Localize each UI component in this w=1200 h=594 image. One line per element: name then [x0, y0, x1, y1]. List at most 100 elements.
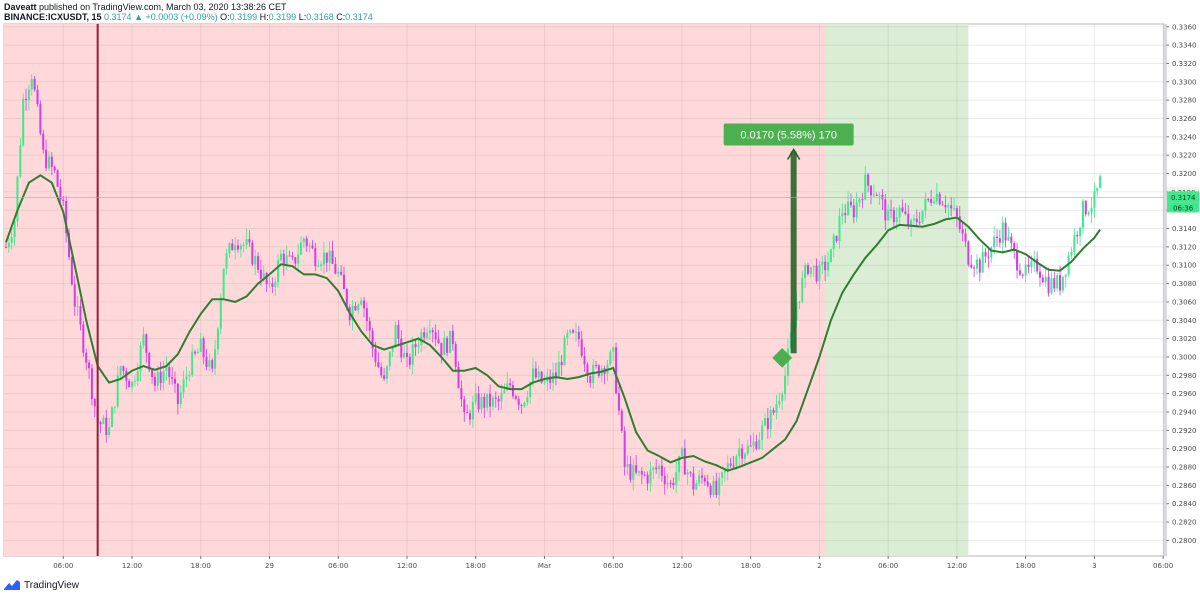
candle-body — [265, 273, 268, 285]
candle-body — [1064, 274, 1067, 277]
candle-body — [211, 360, 214, 369]
candle-body — [537, 371, 540, 378]
candle-body — [108, 427, 111, 436]
candle-body — [1079, 227, 1082, 237]
candle-body — [331, 250, 334, 264]
candle-body — [554, 372, 557, 378]
candle-body — [354, 305, 357, 311]
candle-body — [617, 393, 620, 411]
x-tick-label: 2 — [817, 562, 821, 570]
candle-body — [927, 198, 930, 200]
y-tick-label: 0.2820 — [1172, 519, 1197, 527]
candle-body — [532, 368, 535, 382]
candle-body — [454, 344, 457, 367]
candle-body — [153, 376, 156, 386]
candle-body — [254, 256, 257, 265]
candle-body — [90, 368, 93, 400]
x-tick-label: 12:00 — [947, 562, 967, 570]
candle-body — [1016, 251, 1019, 271]
candle-body — [1010, 236, 1013, 244]
measure-bar — [790, 151, 797, 354]
signal-diamond-icon — [772, 347, 793, 368]
candle-body — [523, 402, 526, 407]
x-tick-label: 06:00 — [603, 562, 623, 570]
candle-body — [847, 201, 850, 216]
candle-body — [99, 422, 102, 425]
candle-body — [832, 235, 835, 250]
candle-body — [520, 404, 523, 407]
candle-body — [214, 349, 217, 369]
candle-body — [973, 267, 976, 269]
candle-body — [428, 330, 431, 334]
candle-body — [812, 265, 815, 268]
candle-body — [53, 166, 56, 171]
candle-body — [122, 366, 125, 371]
time-axis[interactable]: 06:00 12:00 18:00 29 06:00 12:00 18:00 Mar 06:00… — [53, 556, 1200, 570]
candle-body — [262, 273, 265, 279]
candle-body — [431, 330, 434, 333]
y-tick-label: 0.3040 — [1172, 317, 1197, 325]
footer-brand[interactable]: TradingView — [4, 578, 79, 592]
candle-body — [1013, 243, 1016, 252]
symbol-name[interactable]: BINANCE:ICXUSDT, 15 — [4, 12, 102, 22]
x-tick-label: 18:00 — [191, 562, 211, 570]
candle-body — [42, 133, 45, 150]
candle-body — [738, 448, 741, 457]
candle-body — [984, 251, 987, 257]
candle-body — [872, 194, 875, 196]
candle-body — [47, 156, 50, 169]
candle-body — [342, 274, 345, 290]
price-axis[interactable]: 0.3360 0.3340 0.3320 0.3300 0.3280 0.3260 0.32… — [1165, 23, 1199, 556]
candle-body — [964, 233, 967, 242]
candle-body — [225, 253, 228, 269]
candle-body — [1090, 207, 1093, 213]
candle-body — [635, 465, 638, 473]
candle-body — [391, 347, 394, 352]
candle-body — [835, 235, 838, 242]
candle-body — [764, 418, 767, 426]
candle-body — [1007, 236, 1010, 241]
candle-body — [683, 448, 686, 475]
candle-body — [620, 410, 623, 432]
candle-body — [234, 245, 237, 251]
candle-body — [251, 242, 254, 265]
candle-body — [1038, 271, 1041, 278]
candle-body — [743, 453, 746, 459]
candle-body — [529, 381, 532, 398]
x-tick-label: 12:00 — [397, 562, 417, 570]
x-tick-label: 06:00 — [328, 562, 348, 570]
candle-body — [953, 208, 956, 210]
candle-body — [494, 397, 497, 399]
candle-body — [1047, 276, 1050, 294]
candle-body — [892, 209, 895, 222]
candle-body — [752, 441, 755, 446]
candle-body — [758, 439, 761, 450]
candle-body — [363, 300, 366, 309]
candle-body — [514, 396, 517, 399]
candle-body — [205, 356, 208, 367]
candle-body — [993, 236, 996, 248]
candle-body — [477, 393, 480, 410]
candle-body — [595, 364, 598, 366]
candle-body — [383, 375, 386, 379]
candle-body — [875, 194, 878, 196]
author-name: Daveatt — [4, 2, 37, 12]
candle-body — [646, 474, 649, 484]
candle-body — [632, 465, 635, 480]
candle-body — [678, 456, 681, 473]
candle-body — [113, 406, 116, 408]
candle-body — [569, 330, 572, 333]
candle-body — [1087, 212, 1090, 215]
candle-body — [675, 472, 678, 486]
candle-body — [861, 199, 864, 201]
candle-body — [30, 78, 33, 90]
candle-body — [325, 252, 328, 263]
candle-body — [19, 145, 22, 177]
candle-body — [443, 338, 446, 356]
candle-body — [918, 222, 921, 224]
candle-body — [898, 207, 901, 218]
candle-body — [371, 330, 374, 349]
candle-body — [231, 243, 234, 251]
candle-body — [394, 324, 397, 348]
